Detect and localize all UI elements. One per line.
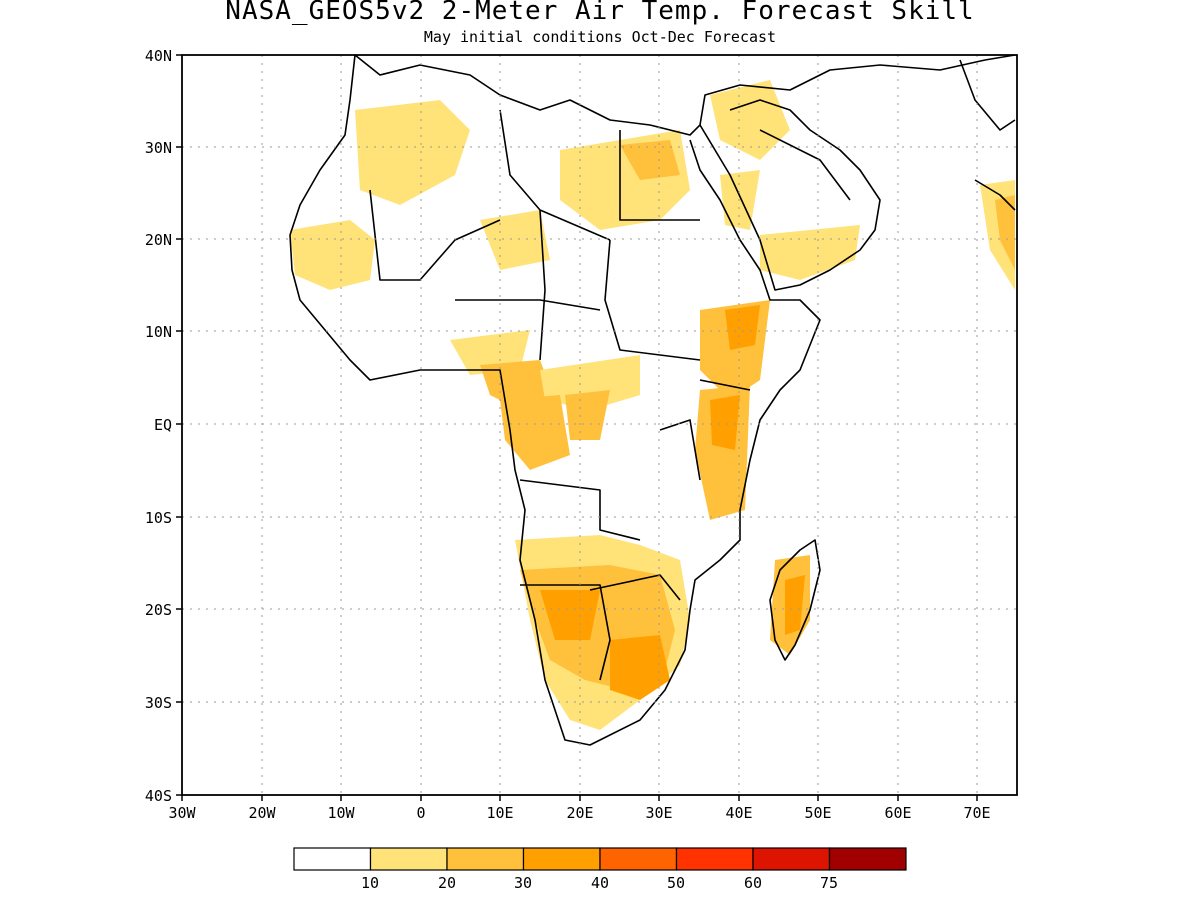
legend-swatch xyxy=(752,847,831,871)
gridlines xyxy=(182,55,1017,795)
x-tick-label: 30W xyxy=(168,804,196,822)
y-tick-label: 40S xyxy=(145,787,172,805)
y-tick-label: 20N xyxy=(145,231,172,249)
chart-subtitle: May initial conditions Oct-Dec Forecast xyxy=(423,28,777,46)
x-tick-label: 10W xyxy=(327,804,355,822)
x-tick-label: 20W xyxy=(248,804,276,822)
map-frame xyxy=(181,54,1018,796)
x-tick-label: 0 xyxy=(416,804,425,822)
x-tick-label: 50E xyxy=(804,804,831,822)
legend-label: 40 xyxy=(591,874,609,892)
x-tick-label: 30E xyxy=(645,804,672,822)
y-tick-label: 10N xyxy=(145,323,172,341)
legend-swatch xyxy=(369,847,448,871)
x-tick-label: 40E xyxy=(725,804,752,822)
coastlines xyxy=(289,54,1016,746)
skill-shading xyxy=(290,80,1015,730)
legend-swatch xyxy=(828,847,907,871)
legend-label: 30 xyxy=(514,874,532,892)
legend-label: 50 xyxy=(667,874,685,892)
y-tick-label: 20S xyxy=(145,601,172,619)
y-tick-label: 30N xyxy=(145,139,172,157)
legend-swatch xyxy=(675,847,754,871)
x-tick-label: 20E xyxy=(566,804,593,822)
legend-label: 10 xyxy=(361,874,379,892)
legend-swatch xyxy=(293,847,372,871)
legend-colorbar xyxy=(293,847,907,871)
legend-swatch xyxy=(599,847,678,871)
y-tick-label: 10S xyxy=(145,509,172,527)
legend-label: 20 xyxy=(438,874,456,892)
legend-swatch xyxy=(522,847,601,871)
y-tick-label: 40N xyxy=(145,47,172,65)
legend-label: 60 xyxy=(744,874,762,892)
y-tick-label: EQ xyxy=(154,416,172,434)
y-tick-label: 30S xyxy=(145,694,172,712)
legend-swatch xyxy=(446,847,525,871)
chart-title: NASA_GEOS5v2 2-Meter Air Temp. Forecast … xyxy=(225,0,975,26)
x-tick-label: 70E xyxy=(963,804,990,822)
legend-label: 75 xyxy=(820,874,838,892)
x-tick-label: 10E xyxy=(486,804,513,822)
tick-marks xyxy=(176,54,978,801)
x-tick-label: 60E xyxy=(884,804,911,822)
